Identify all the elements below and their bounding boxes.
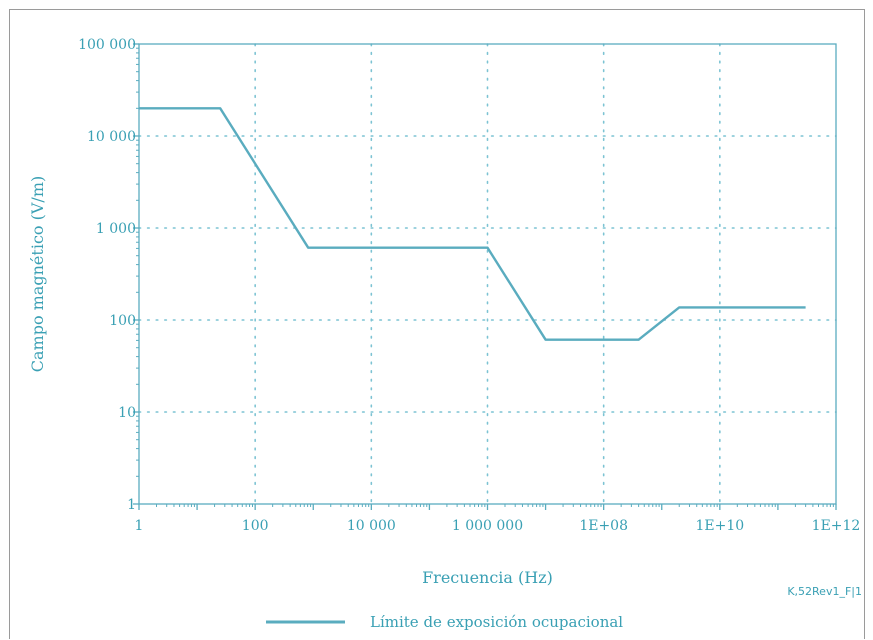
legend: Límite de exposición ocupacional (266, 613, 623, 631)
axes (133, 43, 837, 510)
x-tick-label: 1E+10 (695, 518, 744, 534)
series-line (139, 107, 806, 341)
figure-id: K,52Rev1_F|1 (787, 585, 862, 598)
y-tick-label: 1 000 (96, 221, 136, 237)
y-tick-label: 100 (109, 313, 136, 329)
x-tick-label: 1 000 000 (452, 518, 523, 534)
x-tick-label: 100 (242, 518, 269, 534)
y-tick-label: 10 000 (87, 129, 136, 145)
tick-labels: 1 100 10 000 1 000 000 1E+08 1E+10 1E+12 1 10 100… (78, 37, 860, 534)
chart: 1 100 10 000 1 000 000 1E+08 1E+10 1E+12 1 10 100… (28, 37, 862, 631)
y-tick-label: 100 000 (78, 37, 136, 53)
grid (138, 43, 837, 505)
y-tick-label: 10 (118, 405, 136, 421)
x-tick-label: 1E+12 (812, 518, 861, 534)
legend-label: Límite de exposición ocupacional (370, 613, 623, 631)
x-axis-label: Frecuencia (Hz) (422, 568, 553, 587)
series-layer (139, 107, 806, 341)
x-tick-label: 1E+08 (579, 518, 628, 534)
figure-frame: 1 100 10 000 1 000 000 1E+08 1E+10 1E+12 1 10 100… (9, 9, 865, 639)
y-axis-label: Campo magnético (V/m) (28, 176, 47, 372)
x-tick-label: 1 (135, 518, 144, 534)
y-tick-label: 1 (127, 497, 136, 513)
x-tick-label: 10 000 (347, 518, 396, 534)
